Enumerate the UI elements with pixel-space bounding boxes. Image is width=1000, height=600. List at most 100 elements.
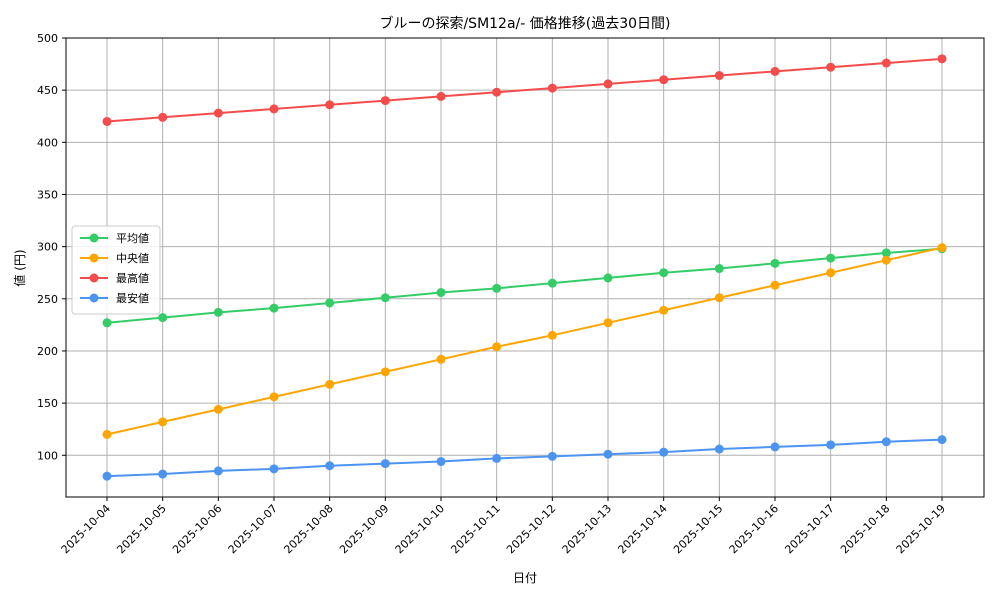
data-point [603,318,613,328]
data-point [547,83,557,93]
data-point [436,354,446,364]
data-point [380,96,390,106]
series-line [106,57,943,123]
legend-swatch-marker [89,233,99,243]
data-point [492,342,502,352]
data-point [659,75,669,85]
legend-label: 平均値 [116,232,149,245]
data-point [659,305,669,315]
series-line [106,246,943,436]
data-point [436,457,446,467]
y-tick-label: 500 [37,32,58,45]
data-point [325,298,335,308]
data-point [102,116,112,126]
x-tick-label: 2025-10-11 [448,502,502,556]
data-point [826,253,836,263]
data-point [770,442,780,452]
x-tick-label: 2025-10-19 [894,502,948,556]
data-point [213,404,223,414]
data-point [881,248,891,258]
data-point [158,417,168,427]
x-tick-label: 2025-10-16 [727,502,781,556]
data-point [436,288,446,298]
data-point [937,54,947,64]
legend-label: 最安値 [116,291,149,305]
data-point [770,66,780,76]
data-point [547,330,557,340]
grid [66,37,984,497]
series-layer [102,54,947,481]
data-point [826,62,836,72]
data-point [659,447,669,457]
data-point [770,280,780,290]
legend-swatch-marker [89,293,99,303]
x-tick-label: 2025-10-06 [170,502,224,556]
y-tick-label: 300 [37,241,58,254]
x-tick-label: 2025-10-17 [782,502,836,556]
data-point [881,255,891,265]
data-point [102,318,112,328]
data-point [603,79,613,89]
y-tick-label: 450 [37,84,58,97]
data-point [436,91,446,101]
data-point [325,461,335,471]
y-tick-label: 400 [37,136,58,149]
y-tick-label: 100 [37,449,58,462]
series-line [106,438,943,478]
y-tick-label: 200 [37,345,58,358]
x-tick-label: 2025-10-14 [615,502,669,556]
data-point [380,293,390,303]
data-point [492,87,502,97]
data-point [102,471,112,481]
data-point [158,313,168,323]
data-point [826,440,836,450]
x-tick-label: 2025-10-15 [671,502,725,556]
y-tick-label: 250 [37,293,58,306]
x-tick-label: 2025-10-09 [337,502,391,556]
data-point [325,379,335,389]
legend-box [71,225,161,315]
y-axis-label: 値 (円) [12,249,27,286]
data-point [937,243,947,253]
legend-label: 中央値 [116,252,149,265]
data-point [881,58,891,68]
x-tick-label: 2025-10-10 [393,502,447,556]
y-tick-label: 350 [37,188,58,201]
data-point [269,303,279,313]
data-point [547,278,557,288]
x-tick-label: 2025-10-18 [838,502,892,556]
chart-title: ブルーの探索/SM12a/- 価格推移(過去30日間) [379,15,670,32]
data-point [714,444,724,454]
data-point [714,293,724,303]
data-point [269,392,279,402]
x-tick-label: 2025-10-13 [560,502,614,556]
data-point [213,307,223,317]
data-point [380,459,390,469]
data-point [770,258,780,268]
y-tick-label: 150 [37,397,58,410]
data-point [213,466,223,476]
data-point [269,464,279,474]
data-point [603,273,613,283]
data-point [492,453,502,463]
data-point [102,429,112,439]
data-point [603,449,613,459]
data-point [714,71,724,81]
x-axis-ticks: 2025-10-04 2025-10-05 2025-10-06 2025-10-07… [59,497,948,556]
data-point [213,108,223,118]
y-axis-ticks: 100 150 200 250 300 350 400 450 500 [37,32,66,462]
data-point [158,469,168,479]
data-point [325,100,335,110]
legend-swatch-marker [89,273,99,283]
data-point [881,437,891,447]
data-point [492,283,502,293]
x-tick-label: 2025-10-05 [114,502,168,556]
series-line [106,247,943,324]
data-point [714,264,724,274]
x-tick-label: 2025-10-07 [226,502,280,556]
x-tick-label: 2025-10-04 [59,502,113,556]
data-point [547,451,557,461]
data-point [158,112,168,122]
x-tick-label: 2025-10-08 [281,502,335,556]
